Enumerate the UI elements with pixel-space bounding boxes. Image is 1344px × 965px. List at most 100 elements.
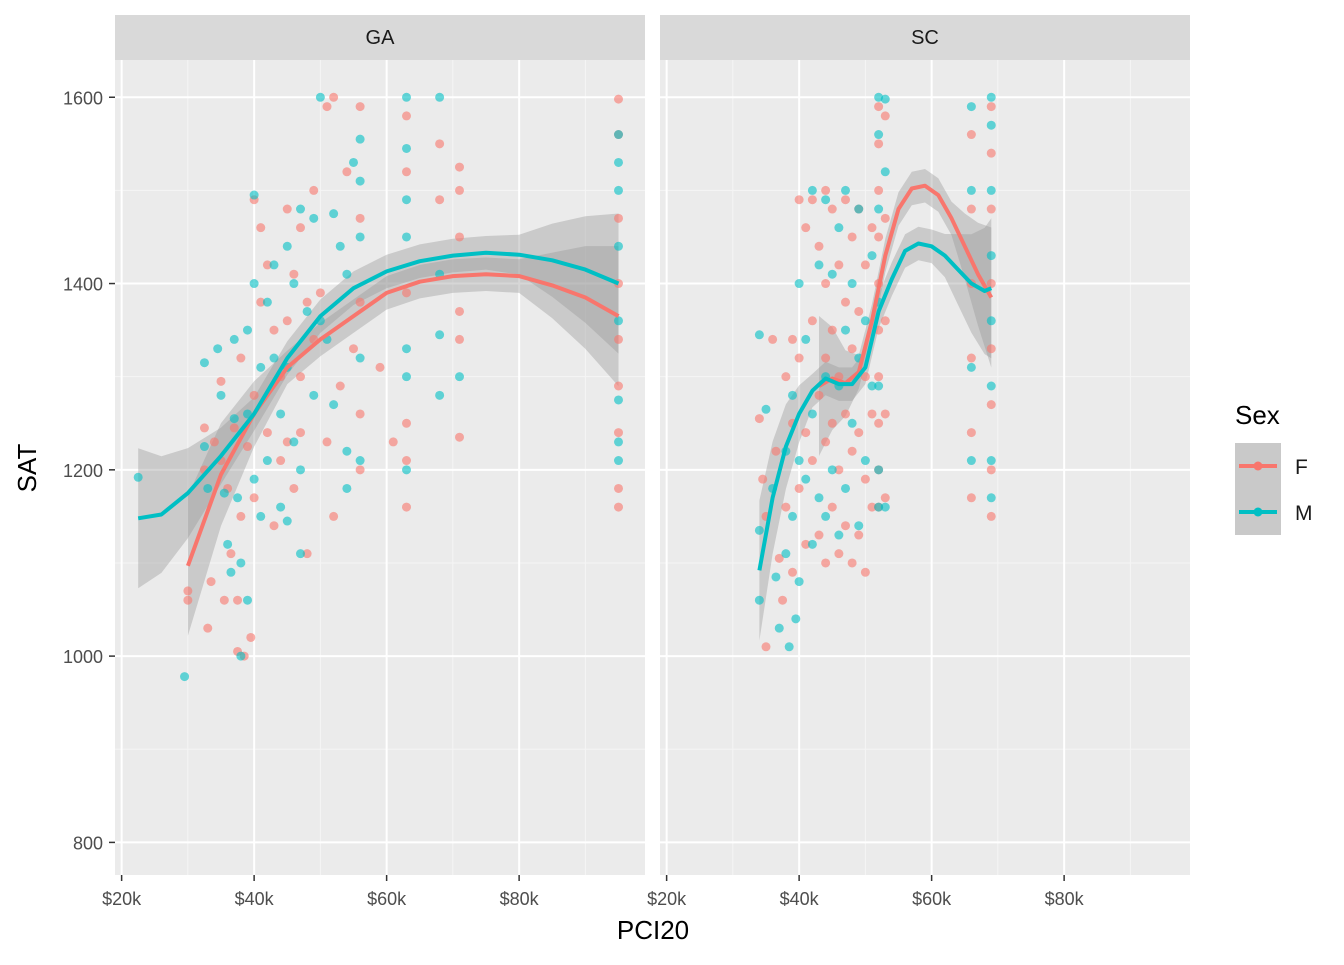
data-point-f-ga bbox=[614, 381, 623, 391]
x-tick-label-sc: $40k bbox=[780, 889, 820, 909]
data-point-f-sc bbox=[854, 530, 864, 540]
data-point-m-sc bbox=[807, 539, 817, 549]
data-point-f-sc bbox=[781, 502, 791, 512]
data-point-f-sc bbox=[834, 260, 844, 270]
data-point-f-sc bbox=[841, 409, 850, 419]
data-point-f-ga bbox=[402, 111, 411, 121]
data-point-m-ga bbox=[276, 409, 286, 419]
y-axis-title: SAT bbox=[12, 444, 42, 493]
data-point-f-sc bbox=[834, 465, 844, 475]
data-point-f-ga bbox=[296, 223, 305, 233]
data-point-m-sc bbox=[807, 185, 817, 195]
data-point-f-sc bbox=[788, 567, 797, 577]
data-point-f-sc bbox=[986, 204, 996, 214]
data-point-m-ga bbox=[219, 488, 229, 498]
data-point-m-sc bbox=[801, 334, 811, 344]
data-point-m-sc bbox=[847, 279, 857, 289]
data-point-f-ga bbox=[329, 511, 339, 521]
data-point-m-ga bbox=[296, 549, 305, 559]
data-point-f-sc bbox=[834, 549, 844, 559]
data-point-f-ga bbox=[209, 437, 219, 447]
data-point-m-sc bbox=[771, 572, 781, 582]
data-point-f-sc bbox=[986, 148, 996, 158]
data-point-m-sc bbox=[834, 223, 844, 233]
data-point-m-sc bbox=[814, 260, 824, 270]
data-point-f-sc bbox=[874, 102, 884, 112]
data-point-f-ga bbox=[206, 577, 216, 587]
data-point-m-ga bbox=[296, 204, 305, 214]
data-point-f-sc bbox=[807, 456, 817, 466]
data-point-f-sc bbox=[847, 344, 857, 354]
data-point-f-sc bbox=[860, 372, 870, 382]
data-point-f-sc bbox=[801, 223, 811, 233]
data-point-m-ga bbox=[269, 353, 279, 363]
data-point-m-ga bbox=[180, 672, 190, 682]
data-point-f-sc bbox=[827, 204, 837, 214]
data-point-m-ga bbox=[199, 442, 209, 452]
data-point-f-sc bbox=[880, 409, 890, 419]
data-point-m-sc bbox=[867, 251, 877, 261]
data-point-m-sc bbox=[754, 525, 764, 535]
data-point-f-sc bbox=[841, 297, 850, 307]
data-point-f-sc bbox=[874, 418, 884, 428]
data-point-m-ga bbox=[402, 372, 411, 382]
data-point-f-ga bbox=[349, 344, 358, 354]
data-point-f-ga bbox=[289, 269, 299, 279]
data-point-m-ga bbox=[282, 516, 292, 526]
data-point-m-sc bbox=[966, 456, 976, 466]
data-point-f-sc bbox=[860, 474, 870, 484]
data-point-f-sc bbox=[874, 139, 884, 149]
data-point-m-ga bbox=[262, 297, 272, 307]
data-point-f-ga bbox=[614, 428, 623, 438]
data-point-f-sc bbox=[986, 344, 996, 354]
data-point-f-ga bbox=[309, 185, 319, 195]
data-point-f-ga bbox=[322, 437, 332, 447]
data-point-f-sc bbox=[867, 409, 877, 419]
data-point-f-ga bbox=[402, 456, 411, 466]
data-point-m-ga bbox=[455, 372, 464, 382]
smooth-line-layer bbox=[137, 183, 994, 571]
data-point-m-ga bbox=[402, 344, 411, 354]
data-point-m-sc bbox=[794, 577, 804, 587]
data-point-m-ga bbox=[243, 595, 252, 605]
data-point-f-sc bbox=[867, 502, 877, 512]
data-point-m-sc bbox=[874, 502, 884, 512]
x-tick-label-ga: $40k bbox=[235, 889, 275, 909]
data-point-f-sc bbox=[874, 372, 884, 382]
data-point-f-ga bbox=[282, 437, 292, 447]
data-point-f-sc bbox=[986, 511, 996, 521]
data-point-f-sc bbox=[986, 279, 996, 289]
data-point-f-ga bbox=[355, 102, 365, 112]
data-point-m-ga bbox=[402, 465, 411, 475]
data-point-f-sc bbox=[847, 232, 857, 242]
data-point-m-ga bbox=[249, 474, 259, 484]
data-point-m-sc bbox=[841, 325, 850, 335]
data-point-m-ga bbox=[309, 390, 319, 400]
data-point-m-ga bbox=[262, 456, 272, 466]
data-point-m-ga bbox=[402, 195, 411, 205]
data-point-f-sc bbox=[807, 316, 817, 326]
data-point-m-sc bbox=[794, 279, 804, 289]
data-point-f-ga bbox=[216, 376, 226, 386]
data-point-m-ga bbox=[335, 241, 345, 251]
data-point-m-ga bbox=[256, 511, 266, 521]
data-point-f-sc bbox=[827, 418, 837, 428]
data-point-f-ga bbox=[289, 483, 299, 493]
data-point-f-sc bbox=[794, 353, 804, 363]
data-point-f-sc bbox=[867, 223, 877, 233]
data-point-m-ga bbox=[614, 456, 623, 466]
data-point-f-ga bbox=[455, 162, 464, 172]
x-tick-label-ga: $80k bbox=[500, 889, 540, 909]
data-point-m-ga bbox=[614, 316, 623, 326]
data-point-m-ga bbox=[233, 493, 243, 503]
data-point-f-sc bbox=[758, 474, 768, 484]
data-point-f-ga bbox=[203, 623, 213, 633]
data-point-f-sc bbox=[827, 502, 837, 512]
data-point-m-sc bbox=[754, 330, 764, 340]
data-point-m-ga bbox=[355, 176, 365, 186]
x-tick-label-ga: $60k bbox=[367, 889, 407, 909]
data-point-m-ga bbox=[236, 651, 246, 661]
data-point-m-ga bbox=[614, 130, 623, 140]
data-point-f-sc bbox=[794, 483, 804, 493]
